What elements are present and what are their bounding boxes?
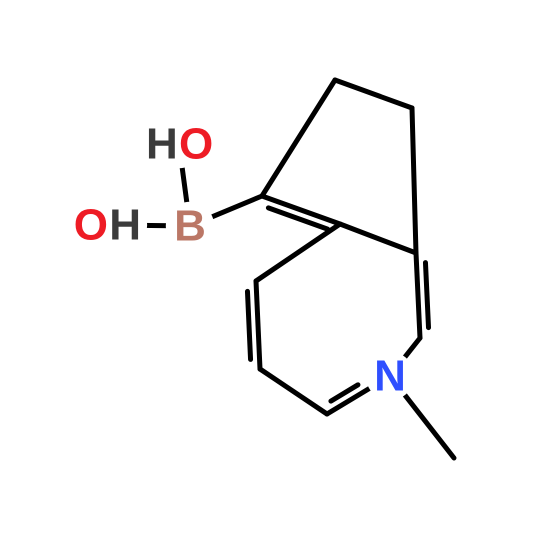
bond-line	[262, 80, 335, 196]
atom-label: H	[146, 120, 178, 169]
molecule-diagram: OHOHB N	[0, 0, 533, 533]
bond-line	[247, 291, 250, 359]
atom-label: O	[74, 201, 108, 250]
bond-line	[404, 393, 454, 458]
atom-label: O	[179, 120, 213, 169]
bond-line	[208, 196, 262, 218]
bond-line	[335, 80, 412, 108]
bond-line	[412, 108, 416, 253]
bond-line	[416, 253, 420, 338]
bond-line	[404, 338, 420, 359]
atom-label: H	[109, 201, 141, 250]
bond-line	[425, 263, 428, 328]
atom-label: B	[174, 202, 206, 251]
bond-line	[260, 369, 327, 414]
bond-line	[256, 224, 340, 281]
bond-line	[340, 224, 416, 253]
atom-label: N	[374, 352, 406, 401]
bond-line	[256, 281, 260, 369]
